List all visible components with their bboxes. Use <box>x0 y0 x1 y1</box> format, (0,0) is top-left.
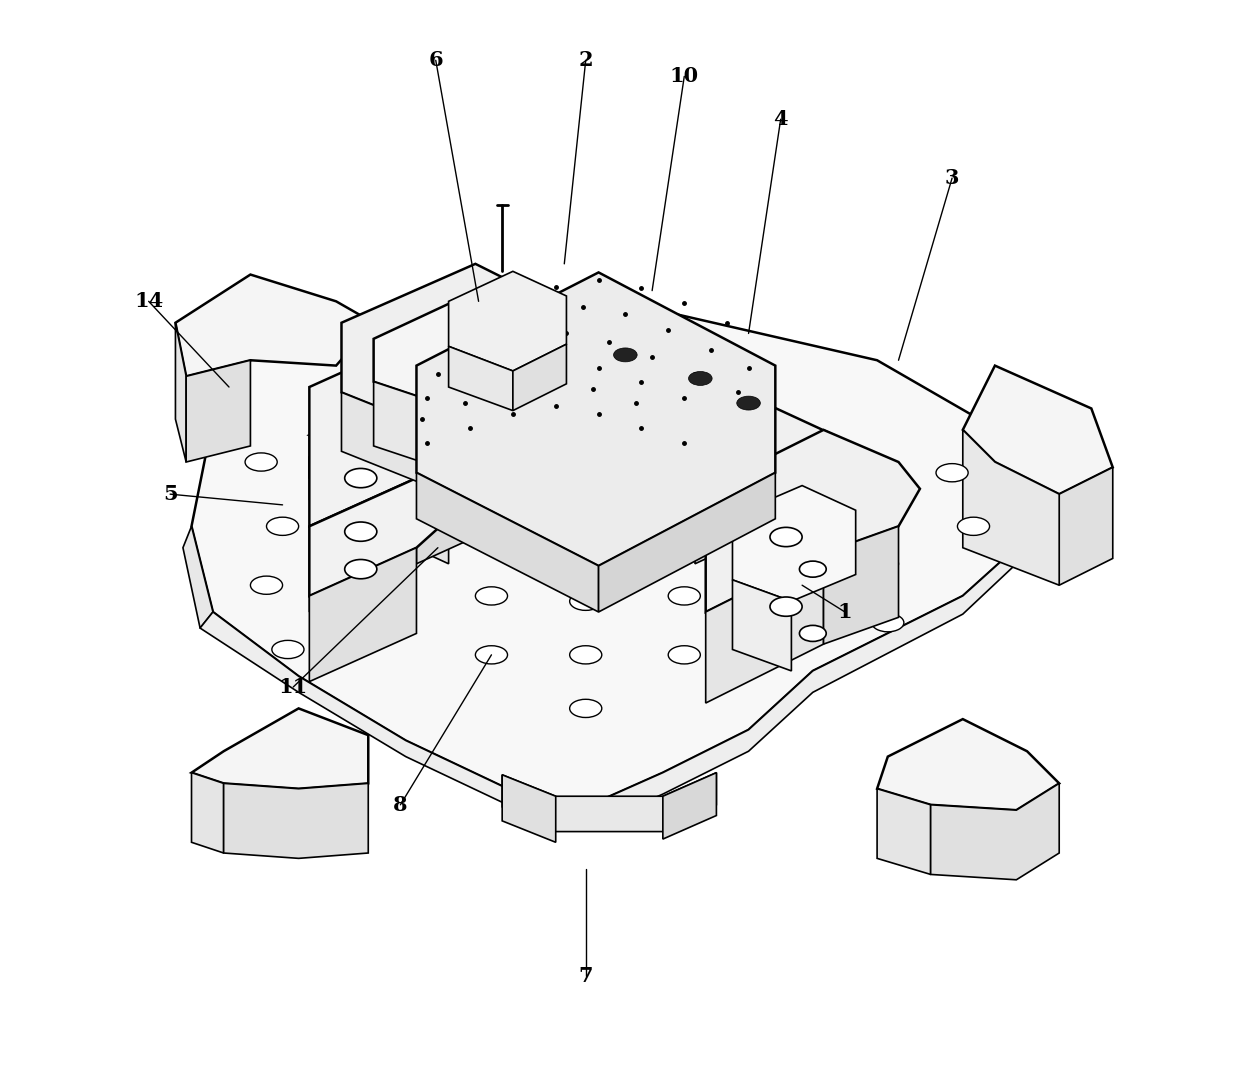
Text: 2: 2 <box>578 50 593 70</box>
Ellipse shape <box>867 554 899 572</box>
Polygon shape <box>502 772 717 831</box>
Ellipse shape <box>775 608 807 626</box>
Ellipse shape <box>668 586 701 605</box>
Ellipse shape <box>668 645 701 664</box>
Text: 6: 6 <box>429 50 443 70</box>
Ellipse shape <box>800 625 826 641</box>
Polygon shape <box>309 338 475 526</box>
Ellipse shape <box>475 645 507 664</box>
Polygon shape <box>706 553 823 703</box>
Polygon shape <box>877 720 1059 810</box>
Polygon shape <box>191 709 368 788</box>
Ellipse shape <box>267 518 299 536</box>
Polygon shape <box>733 580 791 671</box>
Polygon shape <box>373 294 546 413</box>
Ellipse shape <box>936 464 968 482</box>
Polygon shape <box>341 264 583 446</box>
Polygon shape <box>309 371 835 499</box>
Polygon shape <box>309 478 470 596</box>
Ellipse shape <box>453 364 476 378</box>
Ellipse shape <box>688 372 712 386</box>
Ellipse shape <box>345 560 377 579</box>
Polygon shape <box>1059 467 1112 585</box>
Ellipse shape <box>770 527 802 547</box>
Polygon shape <box>962 365 1112 494</box>
Polygon shape <box>599 473 775 612</box>
Polygon shape <box>663 772 717 839</box>
Ellipse shape <box>345 468 377 488</box>
Text: 8: 8 <box>393 795 408 815</box>
Text: 1: 1 <box>838 603 852 622</box>
Polygon shape <box>475 392 583 505</box>
Polygon shape <box>417 273 775 566</box>
Ellipse shape <box>668 528 701 546</box>
Polygon shape <box>175 323 186 462</box>
Ellipse shape <box>800 561 826 577</box>
Polygon shape <box>191 302 1017 807</box>
Ellipse shape <box>569 699 601 717</box>
Ellipse shape <box>569 538 601 556</box>
Polygon shape <box>931 783 1059 880</box>
Polygon shape <box>470 381 546 478</box>
Polygon shape <box>200 548 1017 828</box>
Ellipse shape <box>569 645 601 664</box>
Polygon shape <box>417 451 475 564</box>
Ellipse shape <box>345 522 377 541</box>
Polygon shape <box>309 548 417 682</box>
Text: 3: 3 <box>945 169 960 188</box>
Polygon shape <box>449 272 567 371</box>
Ellipse shape <box>475 528 507 546</box>
Ellipse shape <box>272 640 304 658</box>
Polygon shape <box>309 456 835 478</box>
Ellipse shape <box>957 518 990 536</box>
Polygon shape <box>184 526 213 628</box>
Ellipse shape <box>336 480 368 498</box>
Polygon shape <box>191 772 223 853</box>
Ellipse shape <box>775 549 807 567</box>
Ellipse shape <box>569 592 601 610</box>
Polygon shape <box>175 275 373 376</box>
Polygon shape <box>309 435 449 564</box>
Polygon shape <box>417 473 599 612</box>
Polygon shape <box>507 338 572 532</box>
Ellipse shape <box>872 613 904 632</box>
Polygon shape <box>513 344 567 410</box>
Text: 5: 5 <box>162 484 177 504</box>
Ellipse shape <box>336 597 368 615</box>
Text: 4: 4 <box>774 110 787 129</box>
Ellipse shape <box>250 576 283 594</box>
Text: 14: 14 <box>134 291 164 311</box>
Polygon shape <box>341 392 475 505</box>
Polygon shape <box>694 435 835 564</box>
Polygon shape <box>309 478 417 612</box>
Polygon shape <box>706 430 920 612</box>
Ellipse shape <box>737 396 760 410</box>
Polygon shape <box>373 381 470 478</box>
Polygon shape <box>186 360 250 462</box>
Text: 10: 10 <box>670 67 699 86</box>
Ellipse shape <box>754 491 786 509</box>
Polygon shape <box>733 485 856 601</box>
Polygon shape <box>502 774 556 842</box>
Polygon shape <box>223 783 368 858</box>
Polygon shape <box>962 430 1059 585</box>
Ellipse shape <box>475 586 507 605</box>
Polygon shape <box>877 788 931 874</box>
Polygon shape <box>652 371 717 564</box>
Text: 11: 11 <box>279 677 308 697</box>
Polygon shape <box>449 346 513 410</box>
Ellipse shape <box>357 538 389 556</box>
Ellipse shape <box>533 337 557 351</box>
Ellipse shape <box>770 597 802 616</box>
Ellipse shape <box>614 348 637 362</box>
Text: 7: 7 <box>579 967 593 986</box>
Ellipse shape <box>246 453 278 471</box>
Polygon shape <box>823 526 899 644</box>
Ellipse shape <box>851 496 883 514</box>
